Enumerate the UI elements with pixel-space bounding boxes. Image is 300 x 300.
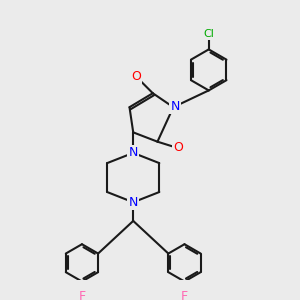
Text: F: F (78, 290, 85, 300)
Text: N: N (128, 146, 138, 159)
Text: F: F (181, 290, 188, 300)
Text: N: N (170, 100, 180, 113)
Text: Cl: Cl (203, 28, 214, 39)
Text: N: N (128, 196, 138, 209)
Text: O: O (173, 141, 183, 154)
Text: O: O (131, 70, 141, 83)
